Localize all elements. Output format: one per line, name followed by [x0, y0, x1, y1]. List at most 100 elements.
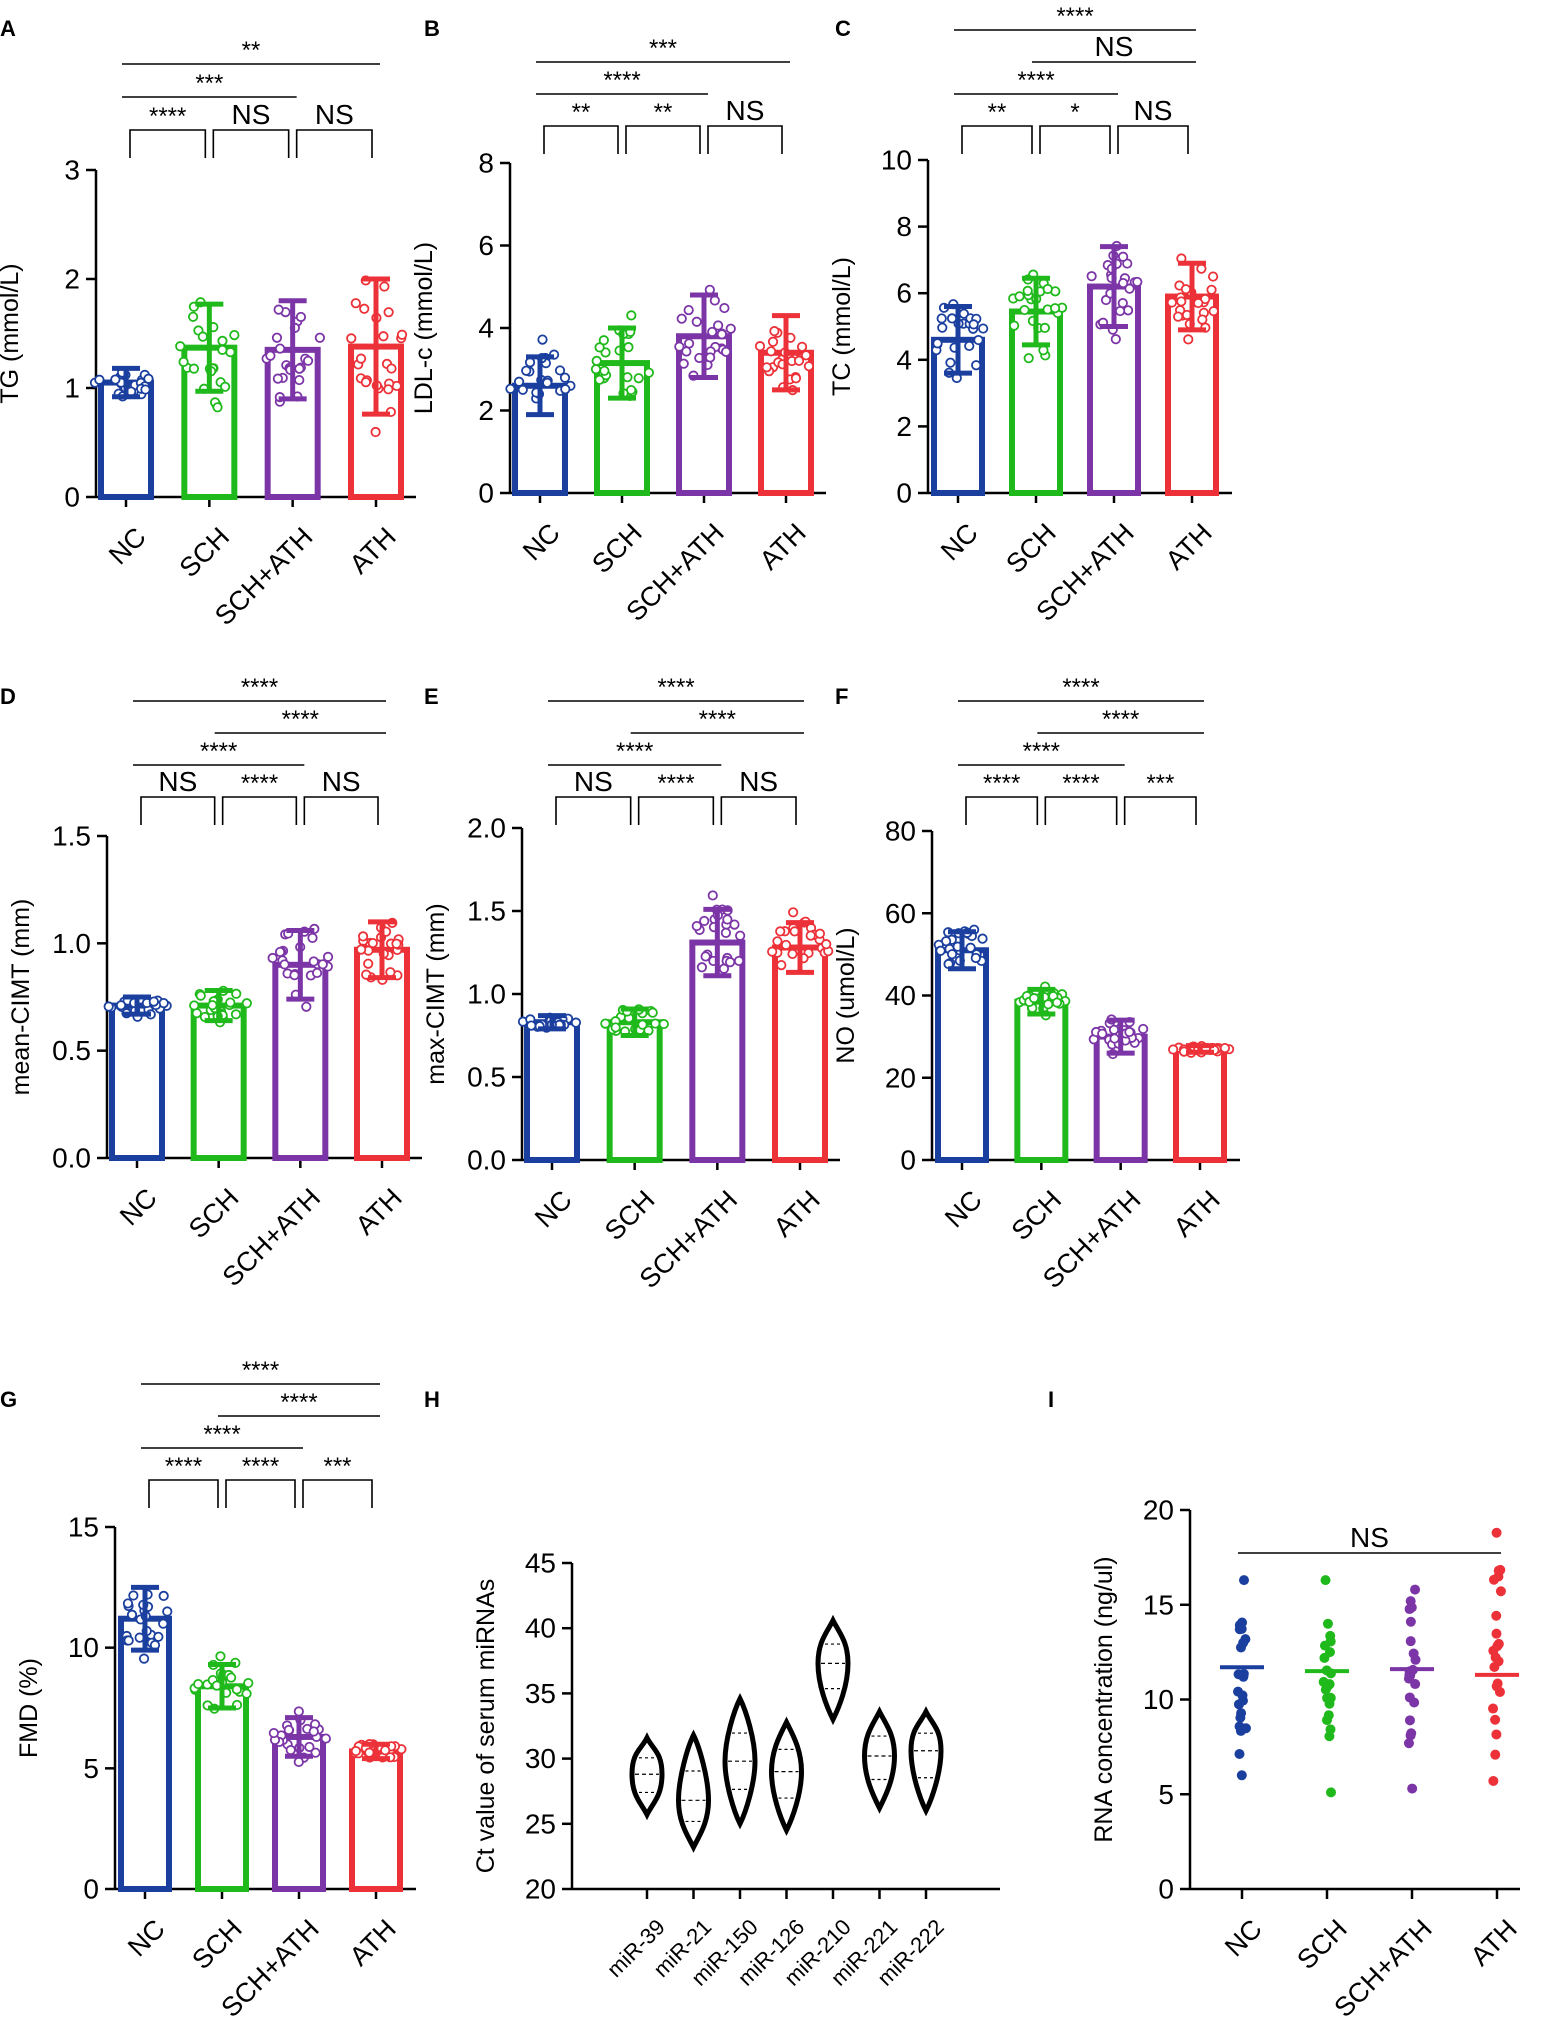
data-point [1097, 1028, 1108, 1039]
data-point [158, 1618, 169, 1629]
panel-letter-g: G [0, 1387, 17, 1412]
data-point [94, 374, 105, 385]
data-point [524, 357, 536, 368]
bar-ath [1173, 1045, 1227, 1164]
y-tick-label: 5 [1158, 1779, 1174, 1810]
y-axis-label: TG (mmol/L) [0, 263, 24, 403]
y-tick-label: 15 [68, 1512, 99, 1543]
data-point [1009, 320, 1020, 331]
significance-label: ** [242, 37, 261, 64]
data-point [1206, 284, 1217, 295]
x-category-label: NC [1219, 1914, 1268, 1963]
data-point [658, 1018, 669, 1030]
data-point [231, 988, 242, 999]
data-point [138, 1653, 150, 1664]
data-point [935, 945, 946, 956]
data-point [772, 936, 783, 947]
data-point [691, 316, 702, 327]
panel-letter-e: E [424, 684, 439, 709]
y-tick-label: 4 [478, 313, 494, 344]
significance-bracket [225, 1479, 296, 1508]
panel-letter-a: A [0, 16, 16, 41]
data-point [1176, 296, 1187, 307]
data-point [1110, 334, 1121, 345]
y-tick-label: 0 [1158, 1874, 1174, 1905]
data-point [1039, 322, 1050, 333]
data-point [110, 374, 121, 385]
data-point [733, 955, 745, 967]
significance-label: *** [195, 70, 223, 97]
data-point [355, 353, 367, 364]
data-point [793, 355, 805, 366]
data-point [599, 365, 610, 376]
data-point [970, 952, 981, 964]
data-point [1183, 334, 1194, 345]
data-point [215, 1651, 226, 1662]
significance-label: **** [203, 1421, 240, 1448]
y-tick-label: 6 [478, 230, 494, 261]
violin-mir-222 [908, 1706, 944, 1817]
significance-label: **** [1056, 3, 1093, 30]
data-point [1405, 1616, 1416, 1627]
y-tick-label: 0 [896, 478, 912, 509]
data-point [1197, 314, 1208, 325]
data-point [1490, 1714, 1501, 1725]
y-tick-label: 0 [900, 1145, 916, 1176]
data-point [148, 996, 159, 1007]
data-point [367, 937, 378, 949]
data-point [1237, 1690, 1248, 1701]
y-tick-label: 8 [478, 148, 494, 179]
data-point [350, 1745, 361, 1757]
data-point [709, 295, 720, 306]
significance-bracket [1123, 796, 1197, 825]
data-point [308, 956, 319, 967]
panel-letter-i: I [1048, 1387, 1054, 1412]
data-point [699, 915, 710, 927]
data-point [1410, 1654, 1421, 1665]
data-point [542, 377, 553, 388]
data-point [676, 313, 687, 324]
y-tick-label: 3 [64, 155, 80, 186]
data-point [1406, 1728, 1417, 1739]
data-point [788, 907, 799, 918]
data-point [803, 361, 815, 372]
significance-label: **** [603, 67, 640, 94]
significance-label: **** [1062, 674, 1099, 701]
y-tick-label: 40 [885, 980, 916, 1011]
data-point [1405, 1636, 1416, 1647]
significance-label: NS [1350, 1522, 1389, 1553]
significance-label: **** [242, 1453, 279, 1480]
data-point [600, 1018, 611, 1029]
y-tick-label: 80 [885, 816, 916, 847]
data-point [293, 1706, 304, 1717]
data-point [1488, 1775, 1499, 1786]
data-point [293, 1756, 304, 1768]
data-point [289, 970, 300, 981]
data-point [1488, 1703, 1499, 1714]
significance-label: **** [1102, 706, 1139, 733]
data-point [1491, 1681, 1502, 1692]
y-tick-label: 2 [896, 411, 912, 442]
x-category-label: SCH [1000, 518, 1062, 580]
data-point [1051, 997, 1063, 1008]
data-point [946, 949, 958, 960]
data-point [964, 340, 975, 352]
data-point [1042, 283, 1053, 295]
bar-nc [109, 1002, 165, 1161]
data-point [302, 355, 314, 366]
y-axis-label: LDL-c (mmol/L) [410, 242, 438, 414]
x-category-label: NC [517, 518, 566, 567]
panel-letter-b: B [424, 16, 440, 41]
significance-bracket [637, 796, 715, 825]
data-point [722, 914, 733, 925]
data-point [307, 932, 318, 943]
significance-label: **** [657, 674, 694, 701]
data-point [1239, 1575, 1250, 1586]
data-point [776, 959, 787, 971]
data-point [754, 341, 766, 352]
y-tick-label: 40 [525, 1613, 556, 1644]
data-point [1404, 1692, 1415, 1703]
significance-bracket [295, 129, 373, 158]
data-point [805, 930, 816, 941]
